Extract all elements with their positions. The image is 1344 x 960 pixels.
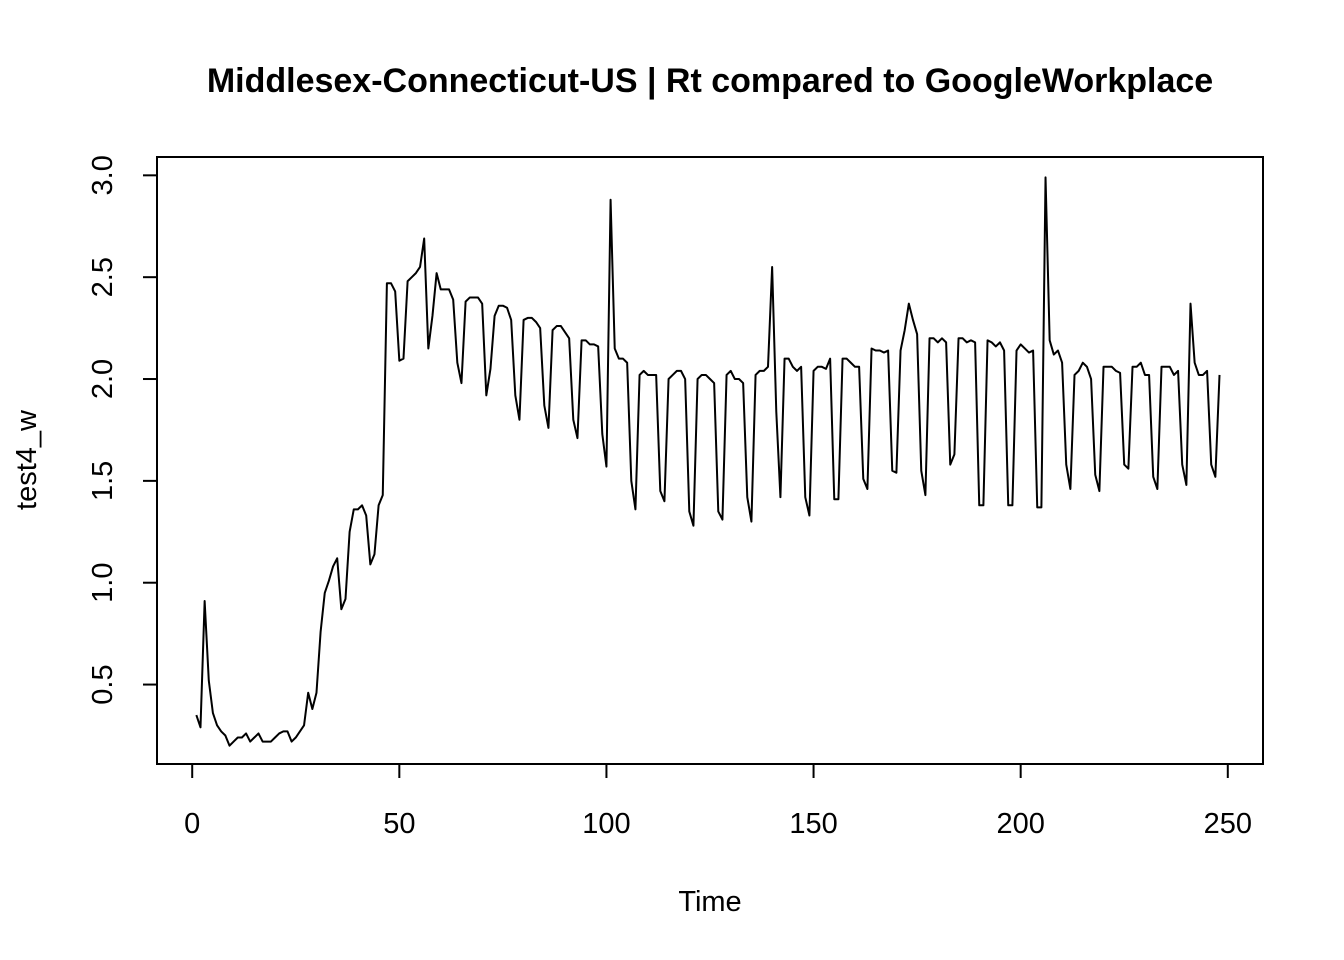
chart-title: Middlesex-Connecticut-US | Rt compared t… bbox=[207, 62, 1213, 100]
y-tick-label: 1.5 bbox=[87, 461, 119, 501]
y-axis-ticks: 0.5 1.0 1.5 2.0 2.5 3.0 bbox=[87, 155, 157, 705]
y-tick-label: 0.5 bbox=[87, 664, 119, 704]
y-tick-label: 2.0 bbox=[87, 359, 119, 399]
x-tick-label: 0 bbox=[184, 808, 200, 840]
y-tick-label: 3.0 bbox=[87, 155, 119, 195]
y-axis-label: test4_w bbox=[11, 409, 43, 510]
x-tick-label: 200 bbox=[996, 808, 1044, 840]
y-tick-label: 2.5 bbox=[87, 257, 119, 297]
plot-area-frame bbox=[156, 156, 1264, 765]
x-tick-label: 100 bbox=[582, 808, 630, 840]
x-tick-label: 250 bbox=[1204, 808, 1252, 840]
y-tick-label: 1.0 bbox=[87, 563, 119, 603]
series-line bbox=[195, 176, 1221, 747]
x-axis-label: Time bbox=[678, 886, 741, 918]
x-tick-label: 150 bbox=[789, 808, 837, 840]
x-axis-ticks: 0 50 100 150 200 250 bbox=[184, 764, 1252, 840]
x-tick-label: 50 bbox=[383, 808, 415, 840]
